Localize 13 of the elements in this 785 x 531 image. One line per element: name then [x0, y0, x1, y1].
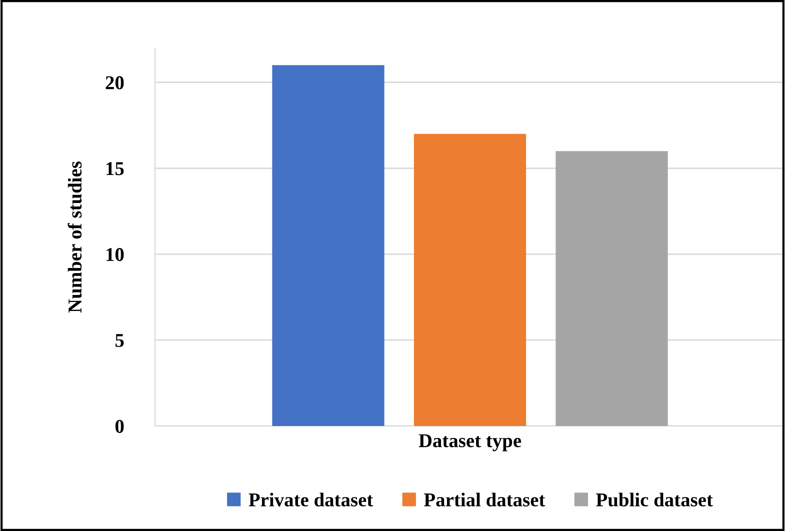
- legend-label: Private dataset: [248, 492, 374, 506]
- y-tick-label: 0: [115, 420, 124, 433]
- bar: [414, 134, 526, 426]
- legend-label: Partial dataset: [424, 492, 546, 506]
- x-axis-title: Dataset type: [418, 434, 522, 452]
- bar: [556, 151, 668, 426]
- y-tick-label: 15: [106, 162, 124, 176]
- bar: [272, 65, 384, 426]
- y-tick-label: 20: [106, 76, 124, 90]
- y-tick-label: 5: [116, 334, 124, 348]
- y-tick-label: 10: [106, 248, 124, 262]
- legend-label: Public dataset: [596, 492, 713, 506]
- y-axis-title: Number of studies: [68, 161, 82, 313]
